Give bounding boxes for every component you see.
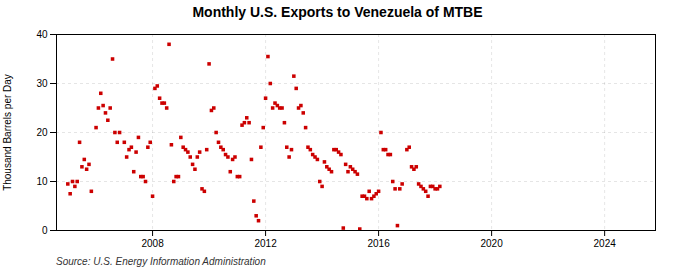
svg-text:2020: 2020: [480, 238, 503, 249]
svg-text:10: 10: [36, 176, 48, 187]
svg-text:2008: 2008: [141, 238, 164, 249]
html-text:Source: U.S. Energy Informatio: Source: U.S. Energy Information Administ…: [56, 256, 266, 267]
svg-text:20: 20: [36, 127, 48, 138]
html-text:Monthly U.S. Exports to Venezu: Monthly U.S. Exports to Venezuela of MTB…: [192, 4, 483, 20]
svg-text:2024: 2024: [594, 238, 617, 249]
svg-text:40: 40: [36, 29, 48, 40]
svg-text:2012: 2012: [254, 238, 277, 249]
svg-text:30: 30: [36, 78, 48, 89]
svg-text:Thousand Barrels per Day: Thousand Barrels per Day: [2, 74, 13, 191]
svg-text:0: 0: [42, 225, 48, 236]
svg-text:2016: 2016: [367, 238, 390, 249]
